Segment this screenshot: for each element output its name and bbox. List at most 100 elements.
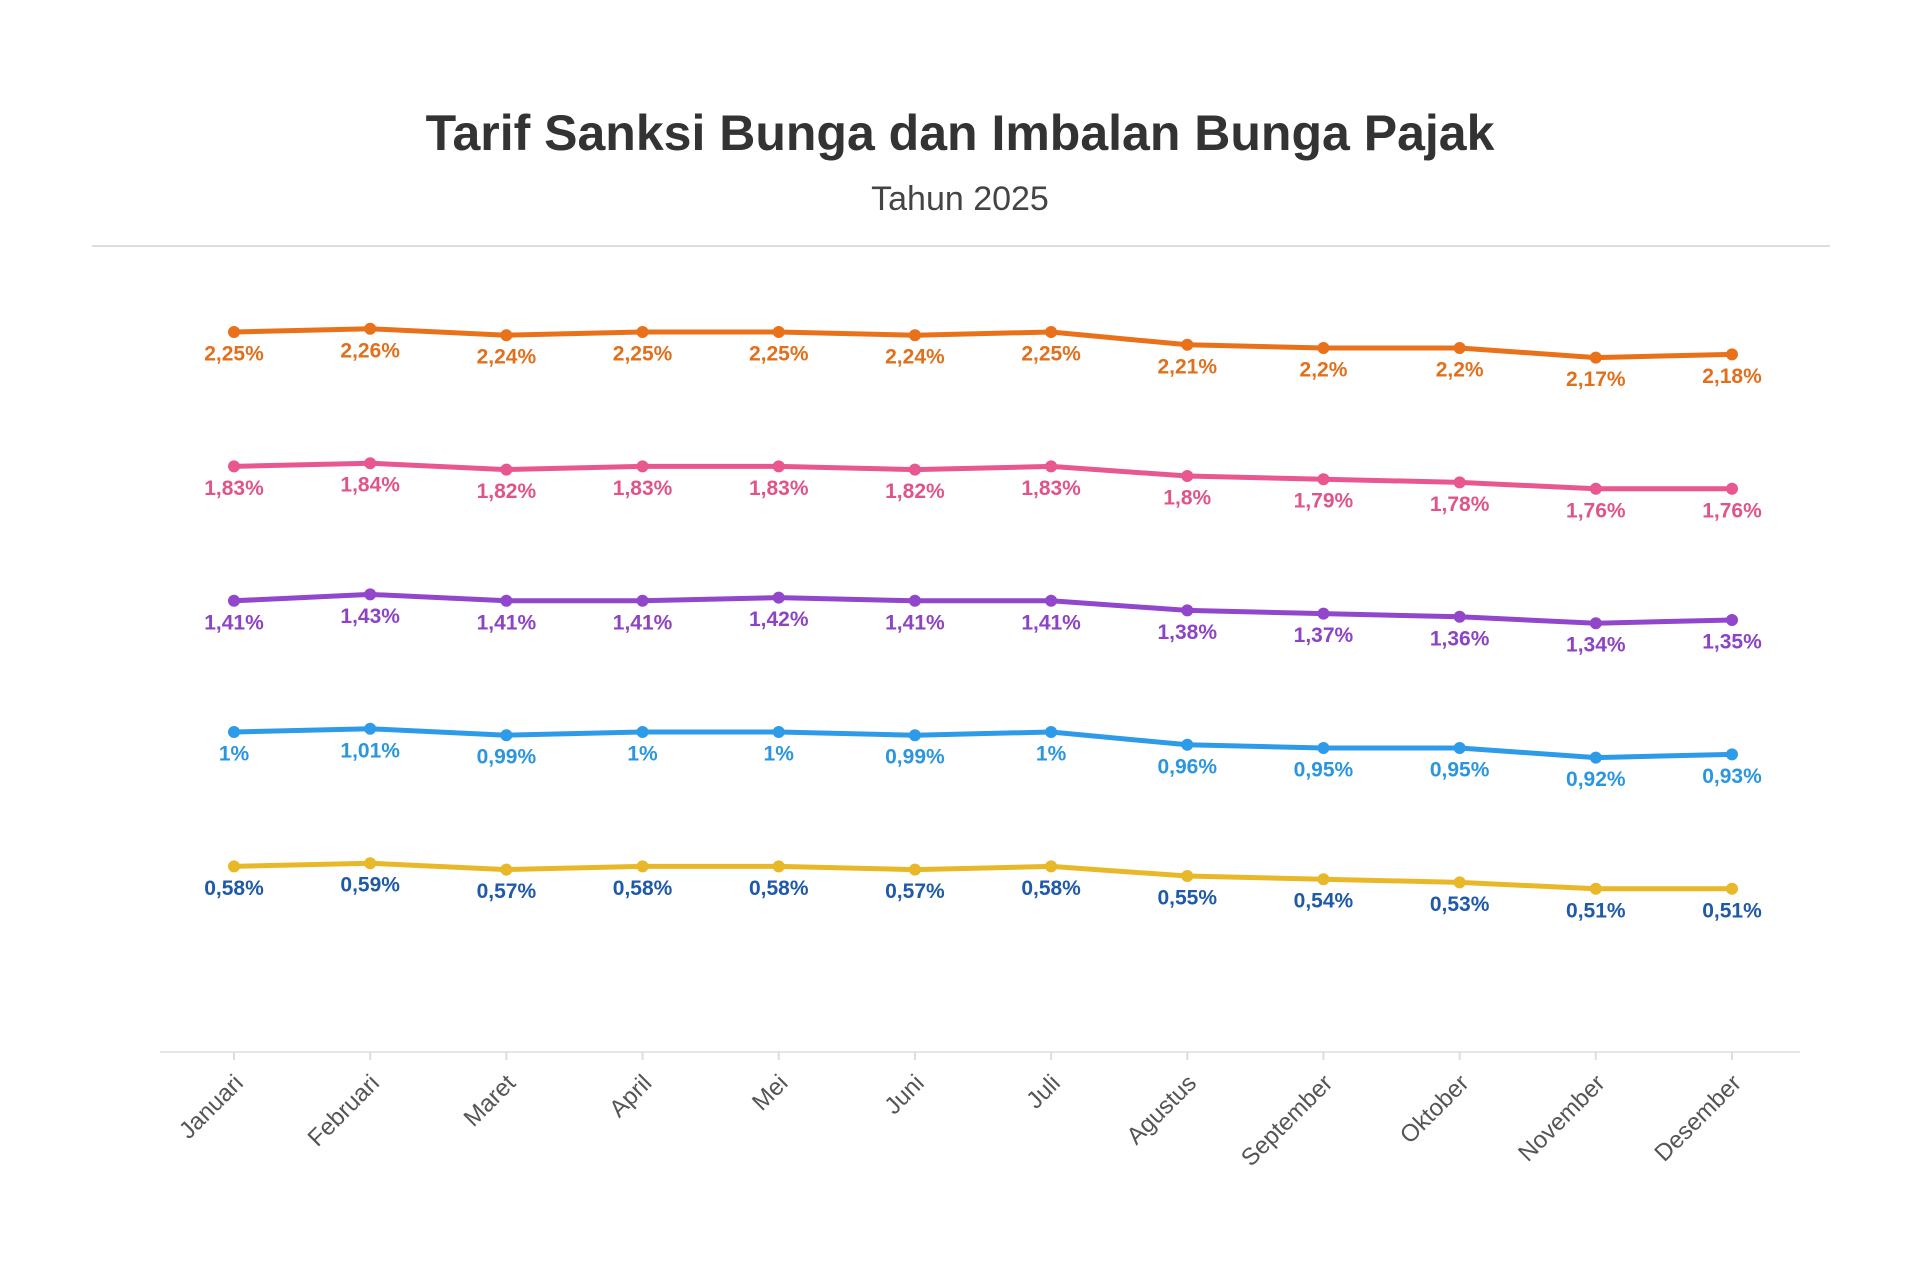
data-label: 2,2% [1436, 359, 1484, 382]
data-label: 0,58% [613, 877, 673, 900]
data-label: 0,59% [340, 874, 400, 897]
data-label: 0,51% [1702, 899, 1762, 922]
data-label: 2,25% [1021, 343, 1081, 366]
data-label: 1,82% [477, 480, 537, 503]
data-label: 1% [1036, 743, 1067, 766]
data-label: 1,38% [1157, 621, 1217, 644]
data-point [364, 457, 377, 470]
data-label: 0,57% [885, 880, 945, 903]
data-point [1726, 882, 1738, 895]
series-line [233, 591, 1733, 626]
data-point [1045, 460, 1058, 473]
data-label: 1,76% [1566, 499, 1626, 522]
data-label: 1,41% [613, 611, 673, 634]
x-tick-label: Agustus [1122, 1070, 1202, 1150]
data-label: 2,17% [1566, 368, 1626, 391]
data-label: 1,8% [1163, 487, 1211, 510]
data-label: 2,24% [885, 346, 945, 369]
data-point [908, 863, 921, 876]
data-label: 0,51% [1566, 899, 1626, 922]
data-label: 0,95% [1430, 759, 1490, 782]
data-label: 1,83% [204, 477, 264, 500]
data-point [1317, 473, 1330, 486]
data-label: 0,53% [1430, 893, 1490, 916]
data-label: 2,24% [477, 346, 537, 369]
x-tick-label: Maret [459, 1069, 522, 1132]
data-label: 1,35% [1702, 631, 1762, 654]
data-point [228, 460, 240, 473]
data-point [500, 863, 513, 876]
x-tick-label: Februari [303, 1070, 385, 1152]
data-point [1181, 470, 1194, 482]
data-label: 1,41% [477, 611, 537, 634]
data-point [772, 726, 785, 738]
data-point [1317, 873, 1330, 886]
x-tick-label: Desember [1649, 1070, 1746, 1167]
data-point [1589, 751, 1602, 764]
data-point [1453, 742, 1466, 754]
data-point [1045, 726, 1058, 738]
data-label: 2,18% [1702, 365, 1762, 388]
data-label: 1% [764, 743, 795, 766]
data-point [772, 326, 785, 338]
data-point [364, 722, 377, 735]
data-point [1726, 348, 1738, 361]
data-point [772, 860, 785, 873]
x-tick-label: November [1513, 1070, 1610, 1167]
data-point [1181, 338, 1194, 351]
chart-title: Tarif Sanksi Bunga dan Imbalan Bunga Paj… [426, 105, 1495, 161]
x-tick-label: Oktober [1395, 1070, 1474, 1149]
data-point [1589, 882, 1602, 895]
data-point [1045, 326, 1058, 338]
data-label: 1,36% [1430, 627, 1490, 650]
data-label: 1,79% [1294, 490, 1354, 513]
data-point [1045, 594, 1058, 607]
data-label: 0,99% [885, 746, 945, 769]
data-label: 1,34% [1566, 634, 1626, 657]
data-point [636, 726, 649, 738]
data-label: 1,84% [340, 474, 400, 497]
data-label: 1,78% [1430, 493, 1490, 516]
data-label: 2,21% [1157, 355, 1217, 378]
data-label: 2,25% [613, 343, 673, 366]
data-point [228, 594, 240, 607]
x-tick-label: April [604, 1070, 657, 1123]
data-point [500, 729, 513, 742]
data-point [908, 463, 921, 476]
data-label: 1,43% [340, 605, 400, 628]
data-point [500, 329, 513, 342]
x-tick-label: September [1236, 1070, 1338, 1172]
data-point [1317, 607, 1330, 620]
data-label: 1,42% [749, 608, 809, 631]
data-point [1317, 342, 1330, 354]
data-point [636, 326, 649, 338]
data-point [1453, 610, 1466, 623]
data-label: 2,25% [749, 343, 809, 366]
series-line [233, 460, 1732, 492]
data-label: 1% [627, 743, 658, 766]
data-point [500, 463, 513, 476]
data-point [1726, 748, 1738, 761]
x-tick-label: Juni [879, 1070, 929, 1120]
data-point [1181, 604, 1194, 617]
data-point [1453, 876, 1466, 889]
data-point [772, 591, 785, 604]
data-label: 2,26% [340, 339, 400, 362]
series-line [233, 726, 1733, 761]
data-label: 0,58% [1021, 877, 1081, 900]
data-point [1181, 870, 1194, 882]
data-point [1453, 342, 1466, 354]
data-label: 0,54% [1294, 890, 1354, 913]
data-point [1589, 482, 1602, 495]
data-label: 1,01% [340, 739, 400, 762]
data-point [636, 460, 649, 473]
data-point [1317, 742, 1330, 754]
data-label: 1,41% [1021, 611, 1081, 634]
data-label: 1,82% [885, 480, 945, 503]
data-point [908, 329, 921, 342]
data-point [228, 326, 240, 338]
data-label: 0,93% [1702, 765, 1762, 788]
data-point [1726, 614, 1738, 626]
